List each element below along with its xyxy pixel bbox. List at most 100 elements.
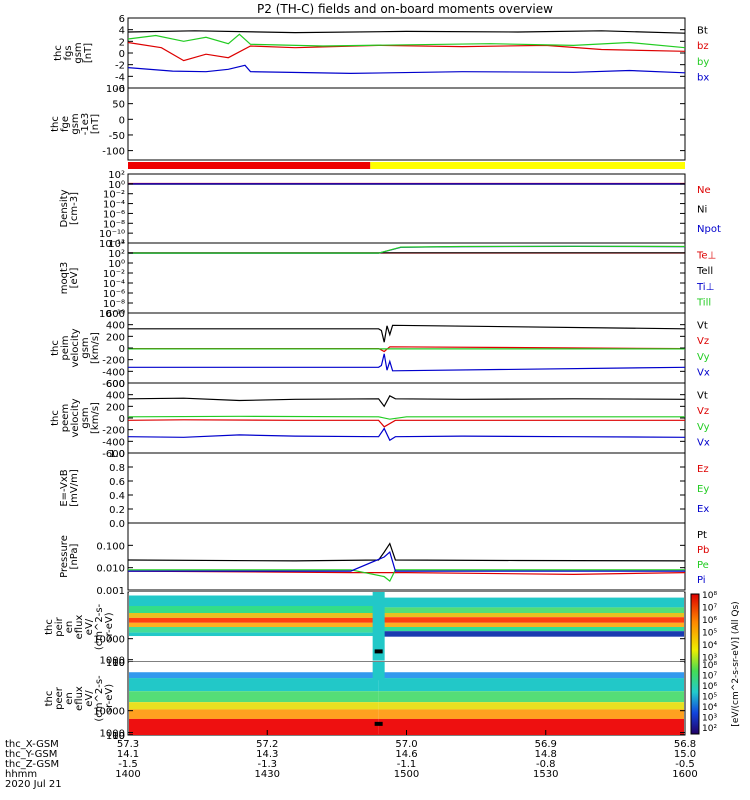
spectrogram-band: [129, 672, 379, 679]
y-tick-label: 6: [119, 14, 125, 25]
y-axis-label: Pressure: [59, 535, 70, 578]
y-tick-label: -400: [102, 437, 125, 448]
spectrogram-band: [129, 702, 379, 710]
y-tick-label: 0.6: [109, 477, 125, 488]
legend-Ne: Ne: [697, 185, 711, 196]
x-row-value: 56.8: [674, 739, 696, 750]
y-axis-label: [nPa]: [69, 543, 80, 569]
y-tick-label: -400: [102, 367, 125, 378]
y-tick-label: 10⁻⁶: [103, 289, 125, 300]
panel-frame: [127, 452, 686, 524]
series-Vx: [128, 353, 686, 372]
y-tick-label: 10⁻²: [103, 190, 125, 201]
legend-Vt: Vt: [697, 391, 708, 402]
y-tick-label: 0: [119, 115, 125, 126]
legend-Vz: Vz: [697, 406, 709, 417]
panel-frame: [127, 17, 686, 89]
legend-Vx: Vx: [697, 367, 710, 378]
x-row-value: 15.0: [674, 749, 696, 760]
series-Pi: [128, 551, 685, 572]
panel-6: 1.0 0.8 0.6 0.4 0.2 0.0 E=-VxB [mV/m] Ez Ey Ex: [59, 449, 709, 530]
y-axis-label: thc: [50, 116, 61, 132]
spectrogram-band: [378, 622, 684, 627]
legend-Npot: Npot: [697, 224, 721, 235]
x-row-value: 1600: [672, 769, 697, 780]
spectrogram-band: [129, 595, 379, 606]
spectrogram-band: [129, 691, 379, 703]
legend-Pe: Pe: [697, 560, 709, 571]
spectrogram-band: [129, 636, 379, 662]
y-tick-label: 400: [106, 391, 125, 402]
x-row-value: -1.5: [118, 759, 138, 770]
y-tick-label: 1000: [100, 656, 125, 667]
spectrogram-band: [129, 613, 379, 618]
y-tick-label: 10⁻¹²: [99, 239, 125, 250]
legend-by: by: [697, 57, 709, 68]
y-axis-label: en: [64, 692, 75, 705]
spectrogram-band: [378, 678, 684, 692]
y-tick-label: 0.100: [96, 541, 125, 552]
y-tick-label: 0.8: [109, 463, 125, 474]
colorbar-label: [eV/(cm^2-s-sr-eV)] (All Qs): [731, 601, 741, 726]
colorbar-tick: 10⁷: [702, 672, 717, 682]
y-tick-label: -6: [115, 84, 125, 95]
y-tick-label: 0.010: [96, 564, 125, 575]
y-tick-label: 10⁻⁸: [103, 299, 125, 310]
y-axis-label: velocity: [70, 398, 81, 437]
spectrogram-band: [129, 709, 379, 719]
spectrogram-band: [378, 613, 684, 618]
series-Vz: [127, 419, 685, 428]
y-axis-label: thc: [44, 691, 55, 707]
spectrogram-band: [378, 597, 684, 608]
x-row-value: 14.8: [535, 749, 557, 760]
figure-title: P2 (TH-C) fields and on-board moments ov…: [257, 2, 553, 16]
x-row-value: 57.2: [256, 739, 278, 750]
x-row-value: 56.9: [535, 739, 557, 750]
boundary-column: [372, 662, 385, 681]
spectrogram-band: [129, 622, 379, 627]
orbit-bar-red: [128, 162, 371, 169]
y-tick-label: -100: [102, 147, 125, 158]
y-tick-label: 10000: [93, 635, 125, 646]
y-axis-label: [nT]: [90, 114, 101, 134]
spectrogram-band: [129, 606, 379, 613]
y-axis-label: gsm: [80, 337, 91, 358]
legend-bz: bz: [697, 41, 709, 52]
y-tick-label: -2: [115, 61, 125, 72]
y-tick-label: 200: [106, 332, 125, 343]
y-tick-label: 10²: [108, 170, 125, 181]
spectrogram-band: [378, 672, 684, 679]
spectrogram-band: [378, 607, 684, 613]
y-axis-label: [cm-3]: [69, 192, 80, 225]
y-tick-label: 10000: [93, 707, 125, 718]
y-axis-label: en: [64, 621, 75, 634]
x-row-value: -0.8: [536, 759, 556, 770]
legend-Pb: Pb: [697, 545, 709, 556]
y-tick-label: 400: [106, 321, 125, 332]
y-tick-label: -200: [102, 426, 125, 437]
y-tick-label: 2: [119, 37, 125, 48]
panel-frame: [127, 522, 686, 591]
y-tick-label: -600: [102, 379, 125, 390]
x-row-value: 1400: [115, 769, 140, 780]
legend-Ex: Ex: [697, 504, 709, 515]
spectrogram-band: [378, 718, 684, 735]
x-row-label: thc_Y-GSM: [5, 749, 57, 760]
y-axis-label: eV/: [84, 690, 95, 707]
y-axis-label: fgs: [63, 45, 74, 60]
spectrogram-band: [378, 617, 684, 623]
y-tick-label: 100: [106, 731, 125, 742]
y-axis-label: E=-VxB: [59, 469, 70, 506]
spectrogram-band: [378, 627, 684, 632]
legend-Till: Till: [696, 297, 711, 308]
panel-frame: [127, 87, 686, 161]
panel-frame: [127, 382, 686, 454]
legend-Te⊥: Te⊥: [696, 251, 716, 262]
spectrogram-band: [378, 631, 684, 637]
spectrogram-band: [378, 691, 684, 703]
boundary-mark: [374, 721, 383, 726]
y-axis-label: thc: [50, 340, 61, 356]
